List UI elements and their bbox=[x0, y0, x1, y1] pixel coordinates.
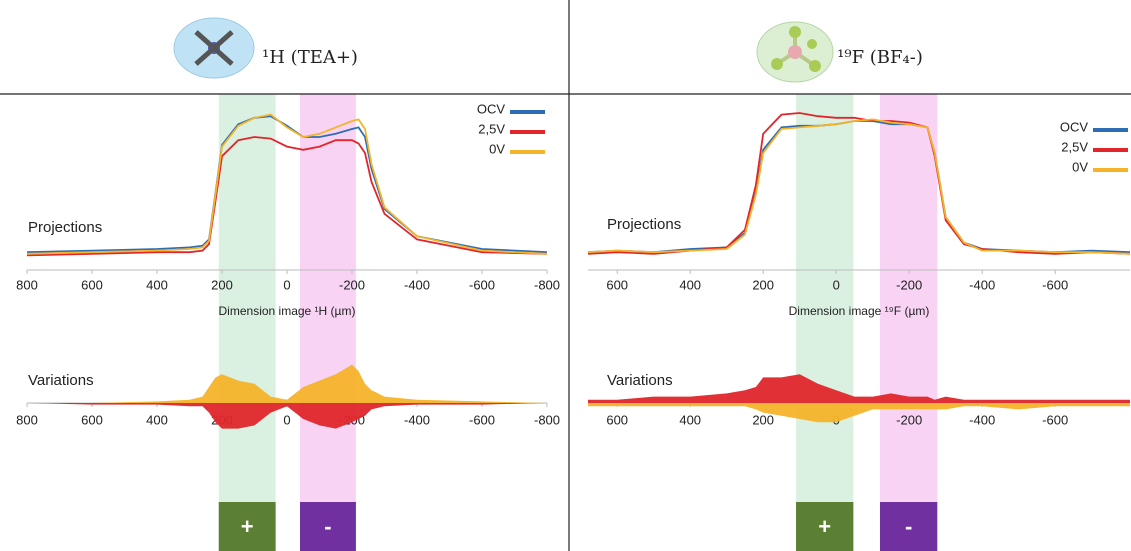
x-tick-label: 600 bbox=[81, 277, 103, 292]
x-tick-label: 600 bbox=[606, 277, 628, 292]
band bbox=[796, 94, 854, 551]
band-label-box bbox=[218, 502, 276, 551]
x-tick-label: 800 bbox=[16, 277, 38, 292]
x-tick-label: -200 bbox=[896, 277, 922, 292]
x-tick-label: -600 bbox=[469, 277, 495, 292]
x-tick-label: 600 bbox=[606, 412, 628, 427]
chart-label: Projections bbox=[607, 216, 681, 233]
series-line bbox=[587, 118, 1131, 255]
series-area bbox=[588, 374, 1130, 403]
series-line bbox=[587, 112, 1131, 255]
x-tick-label: 800 bbox=[16, 412, 38, 427]
legend-label: OCV bbox=[477, 101, 506, 116]
x-tick-label: 0 bbox=[833, 277, 840, 292]
x-tick-label: -400 bbox=[404, 412, 430, 427]
legend-label: 0V bbox=[1072, 159, 1088, 174]
x-tick-label: 200 bbox=[211, 277, 233, 292]
x-tick-label: 400 bbox=[146, 412, 168, 427]
series-line bbox=[26, 136, 548, 257]
x-tick-label: 400 bbox=[146, 277, 168, 292]
band-label-box bbox=[879, 502, 938, 551]
x-tick-label: -400 bbox=[969, 412, 995, 427]
chart-label: Projections bbox=[28, 219, 102, 236]
legend-label: 2,5V bbox=[1061, 139, 1088, 154]
legend-label: 2,5V bbox=[478, 121, 505, 136]
series-line bbox=[26, 115, 548, 254]
band-label-box bbox=[300, 502, 356, 551]
chart-label: Variations bbox=[607, 372, 673, 389]
bf4-icon bbox=[756, 21, 834, 83]
x-tick-label: -200 bbox=[896, 412, 922, 427]
band-label-box bbox=[796, 502, 854, 551]
x-tick-label: -200 bbox=[339, 277, 365, 292]
x-axis-label: Dimension image ¹H (µm) bbox=[219, 304, 356, 318]
x-tick-label: -800 bbox=[534, 277, 560, 292]
bands: + - + - bbox=[218, 94, 938, 551]
legend-label: OCV bbox=[1060, 119, 1089, 134]
band-label: - bbox=[324, 514, 331, 539]
x-tick-label: 600 bbox=[81, 412, 103, 427]
x-tick-label: -400 bbox=[969, 277, 995, 292]
x-tick-label: -600 bbox=[1042, 277, 1068, 292]
panel-title: ¹H (TEA+) bbox=[262, 47, 358, 68]
x-tick-label: 200 bbox=[752, 277, 774, 292]
band-label: + bbox=[241, 514, 254, 539]
x-tick-label: -800 bbox=[534, 412, 560, 427]
band bbox=[218, 94, 276, 551]
x-tick-label: -600 bbox=[1042, 412, 1068, 427]
panel-title: ¹⁹F (BF₄-) bbox=[837, 47, 923, 68]
x-tick-label: 0 bbox=[283, 277, 290, 292]
tea-icon bbox=[173, 17, 255, 79]
band bbox=[879, 94, 938, 551]
x-tick-label: 200 bbox=[752, 412, 774, 427]
plots: ¹H (TEA+) Projections Dimension image ¹H (… bbox=[16, 47, 1131, 429]
chart-label: Variations bbox=[28, 372, 94, 389]
series-area bbox=[588, 403, 1130, 423]
legend-label: 0V bbox=[489, 141, 505, 156]
x-tick-label: -600 bbox=[469, 412, 495, 427]
x-tick-label: 0 bbox=[283, 412, 290, 427]
band-label: - bbox=[905, 514, 912, 539]
band bbox=[300, 94, 356, 551]
series-line bbox=[26, 113, 548, 255]
x-tick-label: -400 bbox=[404, 277, 430, 292]
x-axis-label: Dimension image ¹⁹F (µm) bbox=[789, 304, 930, 318]
band-label: + bbox=[818, 514, 831, 539]
x-tick-label: 400 bbox=[679, 412, 701, 427]
x-tick-label: 400 bbox=[679, 277, 701, 292]
series-area bbox=[27, 364, 547, 403]
